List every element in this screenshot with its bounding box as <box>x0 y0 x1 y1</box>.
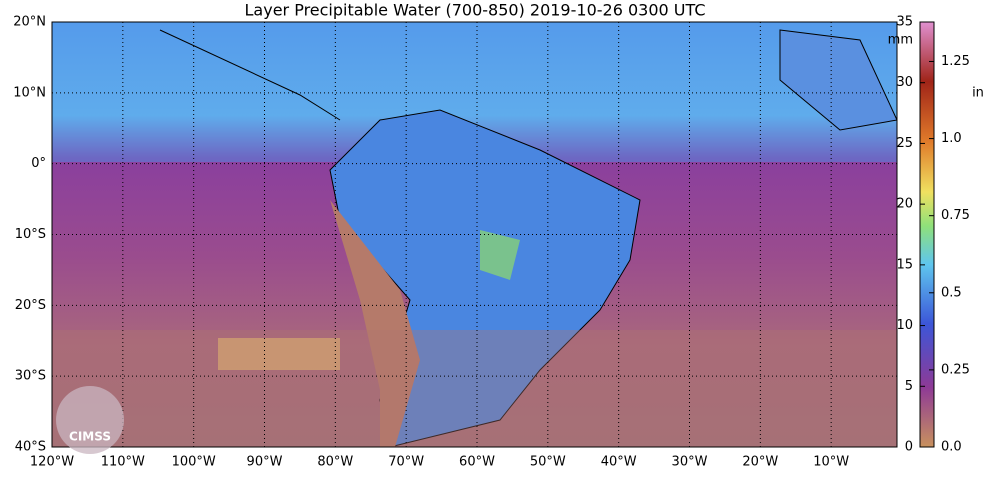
lat-label: 10°N <box>13 85 46 100</box>
lon-label: 60°W <box>459 455 495 470</box>
lon-label: 30°W <box>672 455 708 470</box>
lat-label: 30°S <box>15 369 46 384</box>
lon-label: 120°W <box>30 455 74 470</box>
colorbar-in-label: 0.5 <box>941 285 962 300</box>
lon-label: 110°W <box>101 455 145 470</box>
colorbar-in-label: 1.25 <box>941 54 970 69</box>
cimss-logo: CIMSS <box>56 386 124 454</box>
colorbar-unit-mm: mm <box>888 33 913 48</box>
lat-label: 0° <box>31 156 46 171</box>
colorbar <box>919 21 935 448</box>
lon-label: 80°W <box>317 455 353 470</box>
lon-label: 50°W <box>530 455 566 470</box>
colorbar-in-label: 0.75 <box>941 208 970 223</box>
lon-label: 40°W <box>601 455 637 470</box>
colorbar-mm-label: 35 <box>896 15 913 30</box>
map <box>52 22 897 447</box>
colorbar-in-label: 1.0 <box>941 131 962 146</box>
colorbar-mm-label: 5 <box>905 379 913 394</box>
lon-label: 20°W <box>742 455 778 470</box>
lon-label: 10°W <box>813 455 849 470</box>
colorbar-mm-label: 10 <box>896 318 913 333</box>
lon-label: 100°W <box>172 455 216 470</box>
lon-label: 90°W <box>247 455 283 470</box>
logo-text: CIMSS <box>69 430 111 444</box>
lat-label: 20°N <box>13 15 46 30</box>
colorbar-unit-in: in <box>972 86 984 101</box>
colorbar-in-label: 0.0 <box>941 440 962 455</box>
colorbar-mm-label: 25 <box>896 136 913 151</box>
lat-label: 10°S <box>15 227 46 242</box>
colorbar-mm-label: 0 <box>905 440 913 455</box>
lon-label: 70°W <box>388 455 424 470</box>
title: Layer Precipitable Water (700-850) 2019-… <box>245 1 706 20</box>
colorbar-mm-label: 15 <box>896 257 913 272</box>
lat-label: 20°S <box>15 298 46 313</box>
colorbar-mm-label: 30 <box>896 75 913 90</box>
lat-label: 40°S <box>15 440 46 455</box>
colorbar-in-label: 0.25 <box>941 362 970 377</box>
map-frame <box>51 21 898 448</box>
colorbar-mm-label: 20 <box>896 197 913 212</box>
